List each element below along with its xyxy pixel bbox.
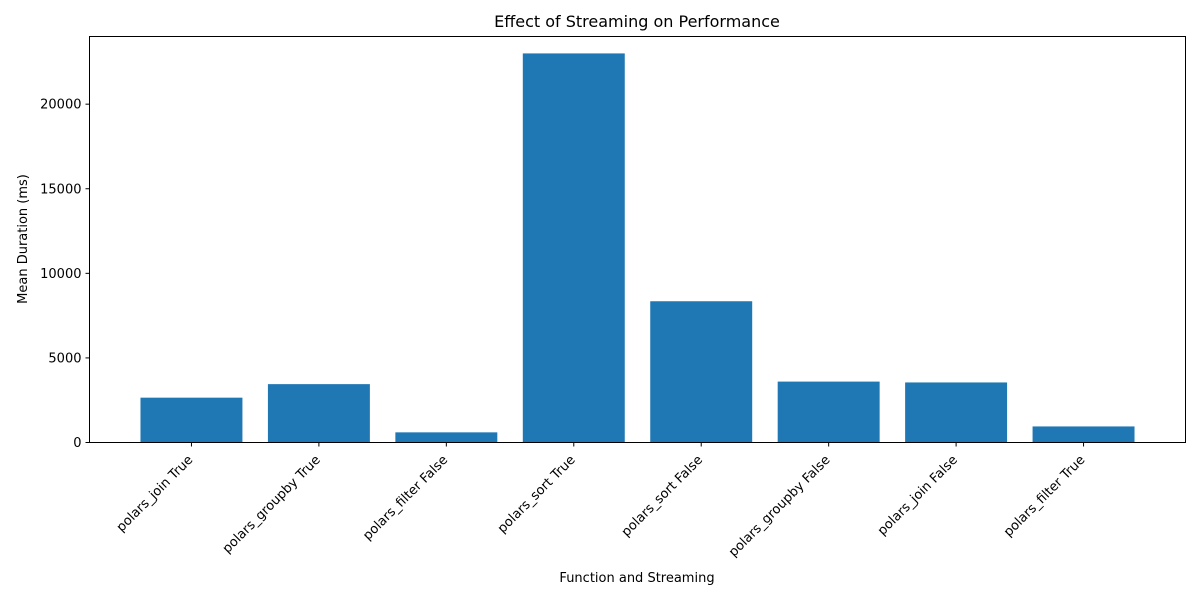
- y-tick-label: 10000: [40, 267, 81, 282]
- x-tick-label: polars_groupby True: [220, 453, 324, 557]
- y-tick-label: 0: [73, 436, 81, 451]
- bar: [140, 397, 243, 443]
- bar: [905, 382, 1008, 443]
- bar: [1032, 426, 1135, 443]
- y-tick-label: 20000: [40, 98, 81, 113]
- x-tick-label: polars_groupby False: [726, 453, 833, 560]
- chart-title: Effect of Streaming on Performance: [494, 12, 780, 31]
- y-axis-ticks: 0 5000 10000 15000 20000: [40, 98, 90, 451]
- bar: [522, 53, 625, 443]
- bars: [140, 53, 1135, 443]
- x-tick-label: polars_join False: [875, 453, 961, 539]
- x-axis-ticks: polars_join True polars_groupby True polar…: [114, 442, 1088, 560]
- x-tick-label: polars_sort True: [495, 453, 579, 537]
- y-tick-label: 5000: [48, 351, 81, 366]
- bar: [267, 384, 370, 443]
- x-tick-label: polars_join True: [114, 453, 196, 535]
- x-tick-label: polars_filter True: [1001, 453, 1088, 540]
- y-tick-label: 15000: [40, 182, 81, 197]
- x-tick-label: polars_filter False: [360, 453, 451, 544]
- bar: [777, 381, 880, 443]
- x-axis-title: Function and Streaming: [559, 571, 714, 586]
- plot-frame: [89, 36, 1186, 443]
- bar: [650, 301, 753, 443]
- bar: [395, 432, 498, 443]
- y-axis-title: Mean Duration (ms): [16, 174, 31, 304]
- x-tick-label: polars_sort False: [619, 453, 706, 540]
